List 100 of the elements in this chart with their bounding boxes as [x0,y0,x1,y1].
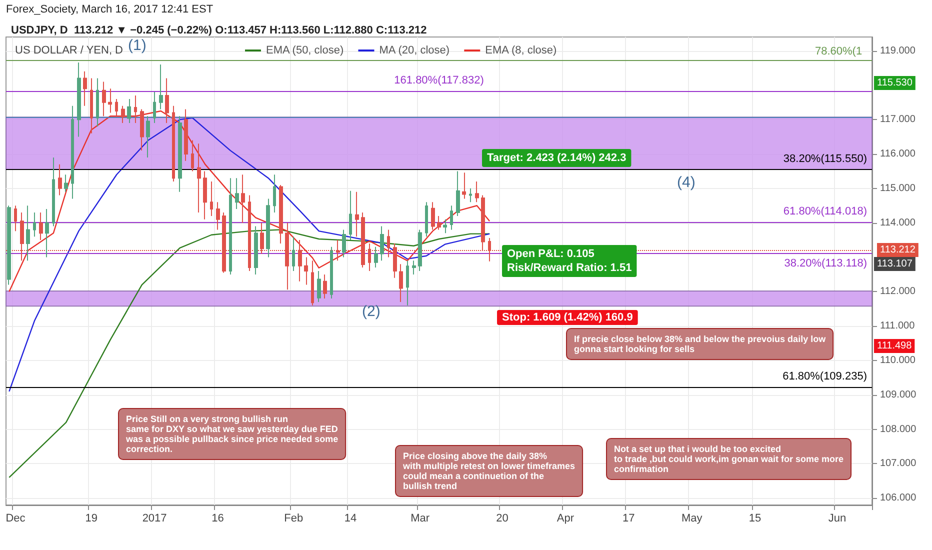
candlestick [146,116,150,158]
x-tick-label: 14 [344,512,357,524]
y-tick-label: 119.000 [880,45,916,56]
ref-line-label: 113.212 [880,244,916,256]
text: 111.498 [877,340,912,352]
candlestick [108,88,112,114]
candlestick [197,143,201,213]
candlestick [292,236,295,272]
candlestick [380,226,384,262]
candlestick [7,205,11,286]
candlestick [178,116,182,192]
x-tick-label: May [681,512,703,524]
candlestick [216,202,220,230]
annotation: (1) [128,37,146,54]
candlestick [355,191,359,238]
y-tick-label: 109.000 [880,389,917,400]
ref-line-label: 61.80%(109.235) [782,370,867,382]
text: 113.107 [877,258,913,270]
text: US DOLLAR / YEN, D [15,44,124,56]
candlestick [330,246,333,300]
annotation: Stop: 1.609 (1.42%) 160.9 [502,312,633,324]
annotation: (4) [677,174,696,191]
candlestick [26,205,30,262]
candlestick [342,229,346,258]
y-tick-label: 112.000 [880,286,916,298]
candlestick [71,105,74,200]
y-tick-label: 107.000 [880,458,917,470]
candlestick [14,205,17,232]
x-tick-label: Mar [410,512,430,524]
candlestick [102,81,106,117]
annotation: Price Still on a very strong bullish run same for DXY so what we saw yesterday due FED was a possible pullback since price needed some correction. [125,414,338,454]
candlestick [443,218,447,234]
candlestick [254,226,258,275]
x-tick-label: Jun [828,512,846,524]
candlestick [317,270,321,302]
ref-line-label: 61.80%(114.018) [783,206,867,218]
candlestick [374,246,378,268]
candlestick [266,198,270,258]
candlestick [96,78,99,127]
candlestick [77,62,81,138]
y-tick-label: 110.000 [880,354,916,366]
ref-line-label: 161.80%(117.832) [394,74,484,87]
candlestick [437,215,441,230]
candlestick [425,202,428,238]
candlestick [165,78,169,124]
candlestick [241,174,245,224]
annotation: 78.60%(1 [815,46,862,58]
candlestick [90,78,93,134]
ref-line-label: 38.20%(115.550) [783,152,867,165]
candlestick [45,208,49,258]
annotation: If precie close below 38% and below the prevoius daily low gonna start looking for sells [574,334,827,354]
candlestick [115,98,118,117]
candlestick [64,174,68,192]
candlestick [39,212,43,241]
candlestick [323,274,327,300]
candlestick [140,108,144,152]
candlestick [273,174,276,213]
text: Forex_Society, March 16, 2017 12:41 EST [6,4,214,16]
text: 115.530 [877,78,913,88]
candlestick [52,156,55,227]
candlestick [127,98,131,124]
annotation: Not a set up that i would be too excited to trade ,but could work,im gonan wait for some more confirmation [614,444,844,474]
annotation: Target: 2.423 (2.14%) 242.3 [487,152,626,164]
annotation: Open P&L: 0.105 Risk/Reward Ratio: 1.51 [507,248,632,274]
legend-label: EMA (50, close) [266,44,344,56]
y-tick-label: 117.000 [880,114,916,126]
y-tick-label: 116.000 [880,148,916,160]
candlestick [203,170,207,220]
candlestick [210,181,213,216]
candlestick [153,92,156,124]
x-tick-label: 16 [212,512,224,524]
x-tick-label: 17 [622,512,635,524]
y-tick-label: 108.000 [880,424,917,435]
candlestick [279,184,283,244]
ref-line-label: 38.20%(113.118) [784,258,867,270]
y-tick-label: 115.000 [880,182,916,194]
candlestick [184,108,188,162]
candlestick [172,105,175,182]
x-tick-label: 2017 [142,512,167,524]
candlestick [431,202,435,230]
x-tick-label: 19 [85,512,98,524]
candlestick [311,260,314,306]
candlestick [462,172,466,200]
candlestick [229,178,232,275]
legend-label: MA (20, close) [379,44,450,56]
y-tick-label: 114.000 [880,217,916,228]
x-tick-label: Apr [556,512,574,524]
candlestick [58,164,62,196]
y-tick-label: 111.000 [880,320,916,332]
x-tick-label: 15 [748,512,762,524]
candlestick [134,95,137,124]
candlestick [412,260,416,275]
candlestick [159,64,163,110]
candlestick [349,190,352,241]
candlestick [469,188,472,203]
candlestick [475,181,479,203]
candlestick [406,260,409,306]
y-tick-label: 106.000 [880,492,917,504]
candlestick [399,264,403,302]
legend-label: EMA (8, close) [485,44,557,56]
